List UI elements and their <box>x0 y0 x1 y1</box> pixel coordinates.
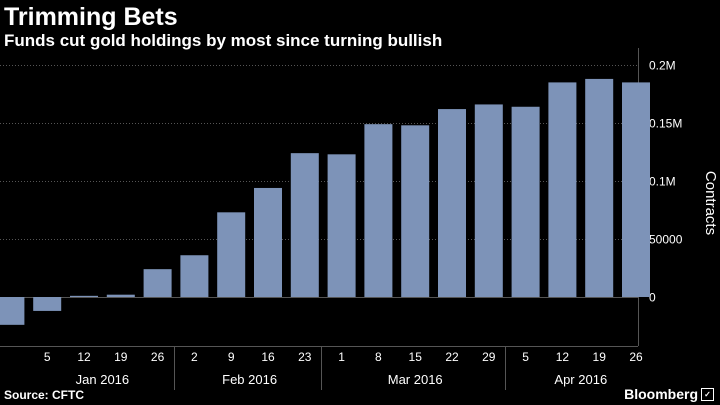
chart-subtitle: Funds cut gold holdings by most since tu… <box>4 31 443 50</box>
bar <box>0 297 25 325</box>
y-axis-title: Contracts <box>702 171 719 235</box>
bar <box>217 212 246 297</box>
x-tick-label: 9 <box>228 350 235 364</box>
x-tick-label: 2 <box>191 350 198 364</box>
y-tick-label: 0.2M <box>649 59 676 73</box>
bar <box>474 104 503 297</box>
y-tick-label: 0.1M <box>649 175 676 189</box>
brand-logo: Bloomberg ✓ <box>624 385 714 403</box>
x-tick-label: 12 <box>77 350 91 364</box>
x-tick-label: 22 <box>445 350 459 364</box>
x-tick-label: 12 <box>556 350 570 364</box>
bar <box>548 82 577 298</box>
x-tick-label: 8 <box>375 350 382 364</box>
x-tick-label: 5 <box>44 350 51 364</box>
bar <box>364 124 393 297</box>
x-tick-label: 15 <box>409 350 423 364</box>
x-tick-label: 23 <box>298 350 312 364</box>
brand-mark-icon: ✓ <box>701 387 714 401</box>
x-tick-label: 29 <box>482 350 496 364</box>
x-tick-label: 16 <box>261 350 275 364</box>
bar <box>70 295 98 297</box>
brand-name: Bloomberg <box>624 386 698 402</box>
chart-title: Trimming Bets <box>4 3 178 31</box>
bar <box>254 187 282 297</box>
x-tick-label: 26 <box>151 350 165 364</box>
bar <box>106 294 135 297</box>
month-label: Mar 2016 <box>388 372 443 387</box>
bar <box>33 297 62 311</box>
bar <box>401 125 430 297</box>
y-tick-label: 0 <box>649 291 656 305</box>
source-note: Source: CFTC <box>4 388 85 402</box>
x-tick-label: 19 <box>114 350 128 364</box>
bar <box>180 255 209 297</box>
y-tick-label: 0.15M <box>649 117 682 131</box>
month-label: Jan 2016 <box>76 372 130 387</box>
bar <box>290 153 319 297</box>
bar <box>511 106 540 297</box>
bar <box>143 269 172 297</box>
x-tick-label: 19 <box>593 350 607 364</box>
bar <box>438 109 466 297</box>
bar <box>327 154 356 297</box>
x-tick-label: 5 <box>522 350 529 364</box>
month-label: Feb 2016 <box>222 372 277 387</box>
y-tick-label: 50000 <box>649 233 683 247</box>
x-tick-label: 1 <box>338 350 345 364</box>
month-label: Apr 2016 <box>554 372 607 387</box>
bar <box>585 78 614 297</box>
bar <box>622 82 650 298</box>
x-tick-label: 26 <box>629 350 643 364</box>
